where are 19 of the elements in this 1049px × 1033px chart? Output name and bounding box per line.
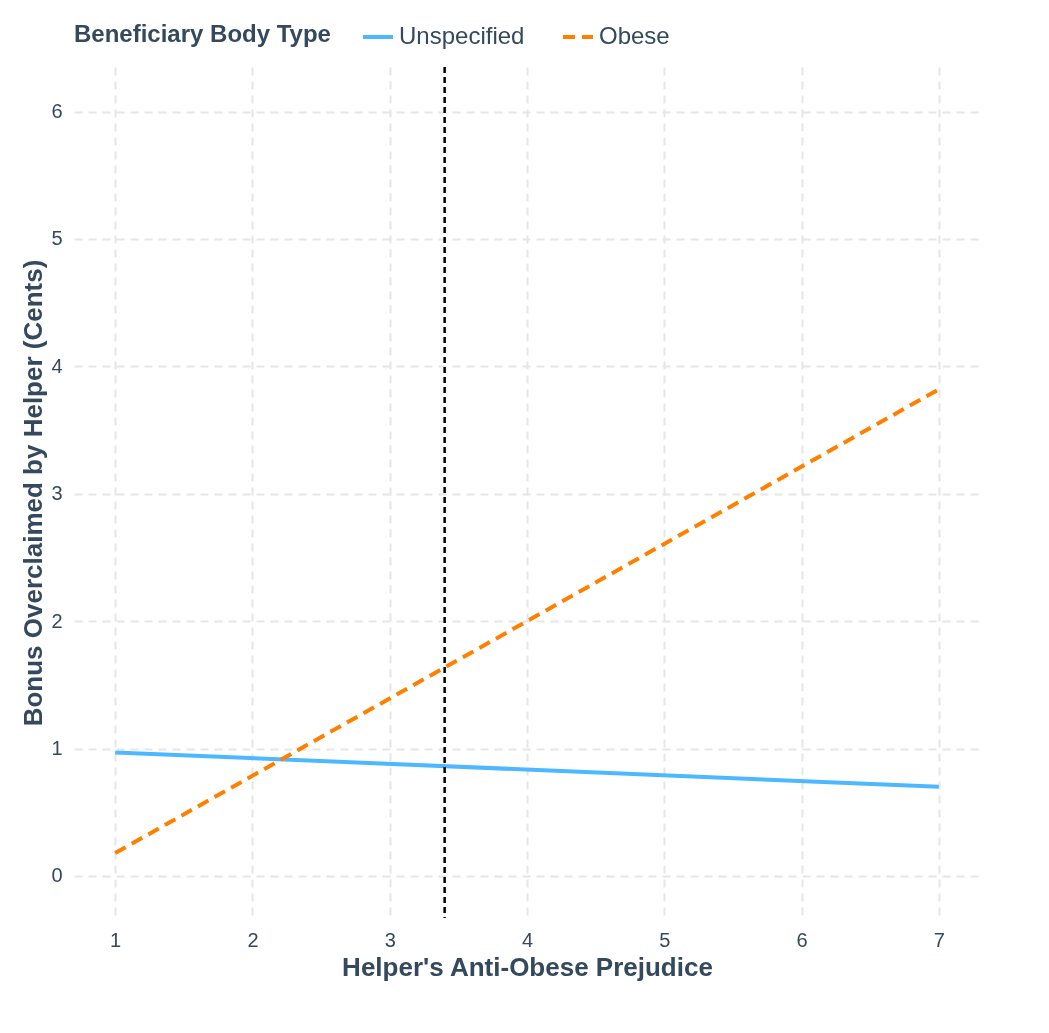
x-tick-label: 2 xyxy=(247,928,259,951)
legend-label: Obese xyxy=(599,22,670,49)
legend-label: Unspecified xyxy=(399,22,525,49)
y-tick-label: 1 xyxy=(51,737,63,760)
y-tick-label: 2 xyxy=(51,609,63,632)
x-tick-label: 1 xyxy=(110,928,122,951)
y-axis-title: Bonus Overclaimed by Helper (Cents) xyxy=(18,259,49,727)
x-tick-label: 7 xyxy=(933,928,945,951)
y-tick-label: 0 xyxy=(51,864,63,887)
y-tick-label: 3 xyxy=(51,482,63,505)
x-tick-label: 5 xyxy=(659,928,671,951)
y-tick-label: 4 xyxy=(51,354,63,377)
y-tick-label: 6 xyxy=(51,100,63,123)
x-tick-label: 3 xyxy=(384,928,396,951)
x-tick-label: 4 xyxy=(521,928,534,951)
y-tick-label: 5 xyxy=(51,227,63,250)
x-axis-title: Helper's Anti-Obese Prejudice xyxy=(342,951,713,982)
x-tick-label: 6 xyxy=(796,928,808,951)
legend-title: Beneficiary Body Type xyxy=(74,20,331,47)
